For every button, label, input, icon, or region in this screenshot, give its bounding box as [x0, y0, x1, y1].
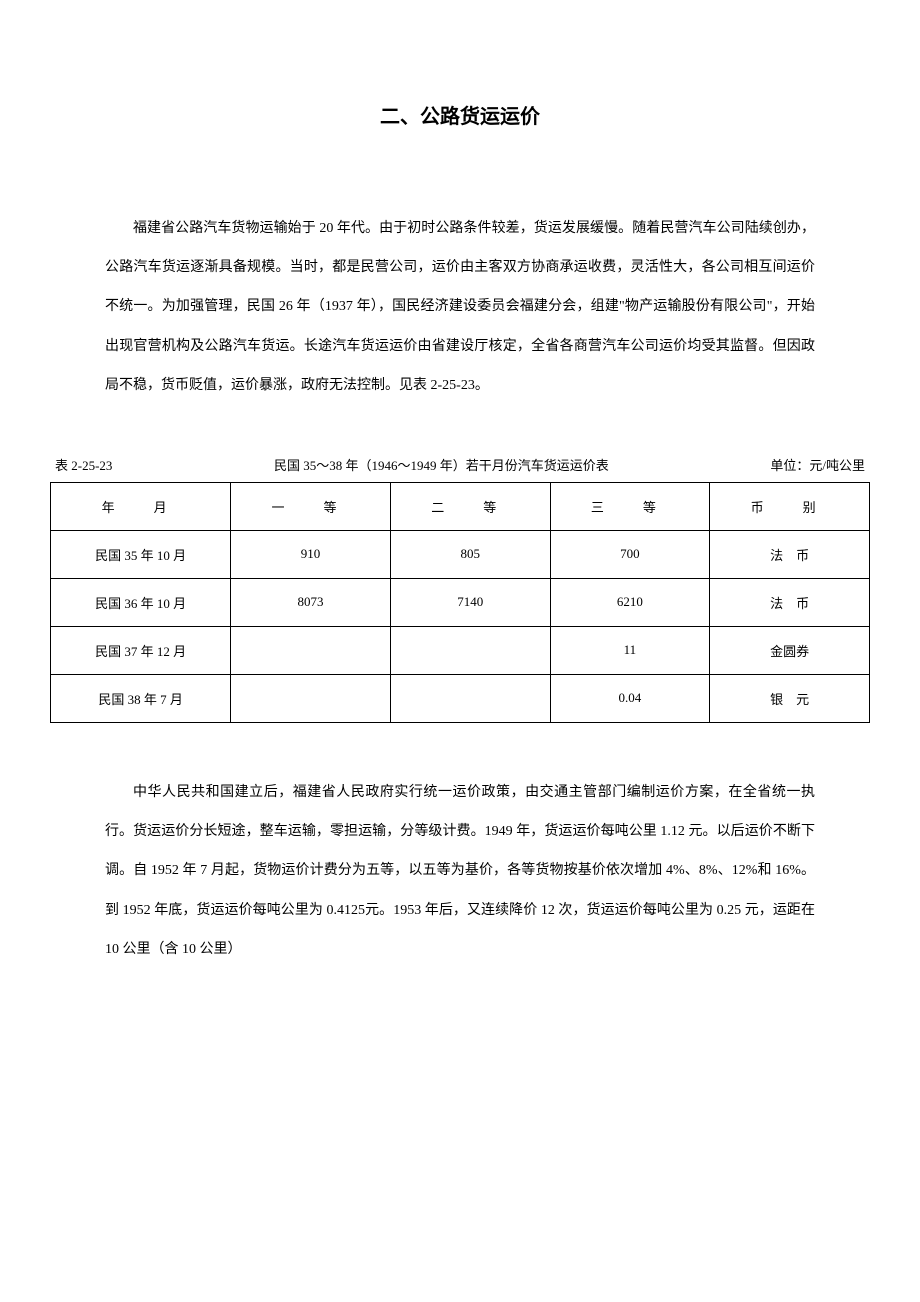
paragraph-intro: 福建省公路汽车货物运输始于 20 年代。由于初时公路条件较差，货运发展缓慢。随着…: [50, 209, 870, 405]
cell-third-class: 11: [550, 626, 710, 674]
freight-rate-table: 年 月 一 等 二 等 三 等 币 别 民国 35 年 10 月 910 805…: [50, 482, 870, 723]
cell-second-class: 805: [390, 530, 550, 578]
cell-year-month: 民国 38 年 7 月: [51, 674, 231, 722]
table-row: 民国 38 年 7 月 0.04 银 元: [51, 674, 870, 722]
cell-currency: 银 元: [710, 674, 870, 722]
col-header-second-class: 二 等: [390, 482, 550, 530]
table-row: 民国 37 年 12 月 11 金圆券: [51, 626, 870, 674]
col-header-first-class: 一 等: [231, 482, 391, 530]
table-unit: 单位：元/吨公里: [770, 455, 865, 474]
cell-second-class: 7140: [390, 578, 550, 626]
cell-year-month: 民国 37 年 12 月: [51, 626, 231, 674]
cell-currency: 法 币: [710, 530, 870, 578]
cell-second-class: [390, 674, 550, 722]
cell-currency: 金圆券: [710, 626, 870, 674]
table-number: 表 2-25-23: [55, 455, 112, 474]
table-row: 民国 35 年 10 月 910 805 700 法 币: [51, 530, 870, 578]
col-header-currency: 币 别: [710, 482, 870, 530]
cell-first-class: 8073: [231, 578, 391, 626]
cell-third-class: 0.04: [550, 674, 710, 722]
cell-third-class: 700: [550, 530, 710, 578]
cell-year-month: 民国 36 年 10 月: [51, 578, 231, 626]
col-header-year-month: 年 月: [51, 482, 231, 530]
cell-first-class: [231, 674, 391, 722]
col-header-third-class: 三 等: [550, 482, 710, 530]
table-title: 民国 35～38 年（1946～1949 年）若干月份汽车货运运价表: [112, 455, 770, 474]
table-header-row: 年 月 一 等 二 等 三 等 币 别: [51, 482, 870, 530]
paragraph-post-table: 中华人民共和国建立后，福建省人民政府实行统一运价政策，由交通主管部门编制运价方案…: [50, 773, 870, 969]
table-caption-row: 表 2-25-23 民国 35～38 年（1946～1949 年）若干月份汽车货…: [50, 455, 870, 474]
cell-third-class: 6210: [550, 578, 710, 626]
table-row: 民国 36 年 10 月 8073 7140 6210 法 币: [51, 578, 870, 626]
cell-year-month: 民国 35 年 10 月: [51, 530, 231, 578]
cell-second-class: [390, 626, 550, 674]
document-title: 二、公路货运运价: [50, 100, 870, 129]
cell-currency: 法 币: [710, 578, 870, 626]
cell-first-class: 910: [231, 530, 391, 578]
cell-first-class: [231, 626, 391, 674]
